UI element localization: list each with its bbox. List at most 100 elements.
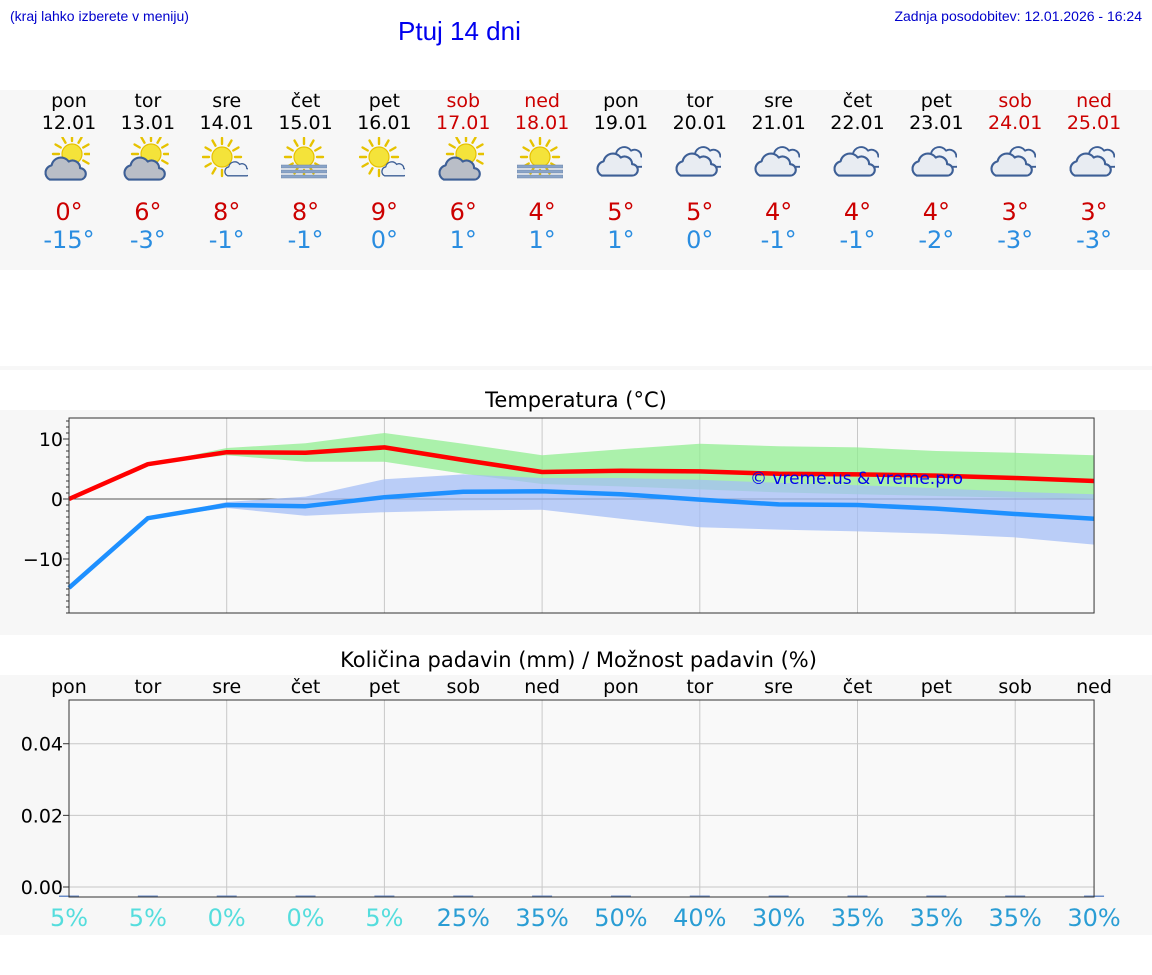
cloudy-icon	[754, 146, 800, 177]
temperature-chart-title: Temperatura (°C)	[485, 388, 667, 412]
precip-bar	[1005, 895, 1026, 897]
day-name: čet	[290, 90, 321, 112]
y-tick-label: 0	[51, 489, 63, 511]
precip-probability: 0%	[286, 904, 325, 932]
cloud-icon	[1069, 152, 1112, 177]
y-tick-label: 0.02	[21, 805, 63, 827]
precip-day-label: sre	[212, 676, 242, 698]
precip-day-label: sob	[998, 676, 1032, 698]
day-date: 18.01	[514, 112, 570, 134]
day-date: 16.01	[357, 112, 412, 134]
temp-min: -15°	[43, 226, 95, 254]
day-date: 24.01	[987, 112, 1043, 134]
temp-min: -3°	[997, 226, 1034, 254]
temp-max: 4°	[922, 198, 950, 226]
temp-min: 0°	[370, 226, 399, 254]
cloudy-icon	[1069, 146, 1116, 177]
temp-min: -3°	[1076, 226, 1113, 254]
sun-icon	[359, 137, 400, 178]
precip-bar	[137, 895, 158, 897]
precipitation-chart-title: Količina padavin (mm) / Možnost padavin …	[340, 648, 817, 672]
temp-max: 4°	[528, 198, 556, 226]
cloudy-icon	[990, 146, 1037, 177]
precip-probability: 35%	[830, 904, 885, 932]
sun-cloud-icon	[438, 137, 485, 181]
cloud-icon	[44, 156, 87, 181]
temp-max: 8°	[213, 198, 241, 226]
plot-frame	[68, 417, 1095, 614]
cloudy-icon	[832, 146, 879, 177]
day-date: 19.01	[593, 112, 649, 134]
y-tick-label: 10	[39, 429, 63, 451]
precip-probability: 50%	[594, 904, 648, 932]
temperature-chart: 10 0 −10 © vreme.us & vreme.pro	[23, 417, 1095, 614]
watermark: © vreme.us & vreme.pro	[750, 469, 963, 489]
precip-probability: 35%	[909, 904, 964, 932]
temp-min: -1°	[839, 226, 876, 254]
precip-probability: 0%	[207, 904, 246, 932]
cloud-icon	[832, 152, 876, 177]
day-name: ned	[1076, 90, 1112, 112]
day-name: ned	[524, 90, 560, 112]
sun-small-cloud-icon	[359, 137, 406, 178]
day-date: 25.01	[1066, 112, 1122, 134]
temp-max: 5°	[686, 198, 714, 226]
day-date: 21.01	[751, 112, 806, 134]
y-tick-label: 0.04	[21, 734, 63, 756]
cloud-icon	[911, 152, 955, 177]
precip-day-label: čet	[290, 676, 321, 698]
day-date: 15.01	[278, 112, 333, 134]
day-date: 12.01	[41, 112, 97, 134]
fog-icon	[280, 164, 327, 179]
forecast-strip	[0, 90, 1152, 270]
precip-bar	[847, 895, 868, 897]
day-name: pet	[368, 90, 400, 112]
cloud-icon	[754, 152, 797, 177]
precip-probability: 5%	[365, 904, 404, 932]
precip-bar	[295, 895, 316, 897]
temp-min: 1°	[449, 226, 477, 254]
precip-bar	[216, 895, 237, 897]
plot-frame	[68, 699, 1095, 898]
cloud-icon	[123, 156, 166, 181]
day-name: sob	[998, 90, 1032, 112]
page-title: Ptuj 14 dni	[398, 16, 521, 46]
precip-probability: 5%	[128, 904, 167, 932]
precip-day-label: sre	[764, 676, 794, 698]
precip-day-label: pon	[603, 676, 639, 698]
day-date: 23.01	[909, 112, 964, 134]
cloud-icon	[223, 161, 248, 177]
temp-max: 8°	[291, 198, 320, 226]
precip-day-label: čet	[842, 676, 873, 698]
temp-max: 9°	[370, 198, 399, 226]
cloud-icon	[990, 152, 1034, 177]
temp-min: -3°	[129, 226, 166, 254]
divider	[0, 366, 1152, 370]
temp-min: -1°	[208, 226, 245, 254]
sun-fog-icon	[280, 137, 327, 179]
sun-small-cloud-icon	[201, 137, 248, 178]
precip-day-label: pon	[51, 676, 87, 698]
day-date: 22.01	[830, 112, 885, 134]
precip-day-label: ned	[524, 676, 560, 698]
day-name: pon	[603, 90, 639, 112]
min-temperature-line	[67, 488, 1095, 590]
day-name: tor	[686, 90, 714, 112]
cloud-icon	[381, 161, 406, 177]
precip-day-label: pet	[368, 676, 400, 698]
temp-max: 0°	[55, 198, 83, 226]
plot-area	[69, 700, 1095, 897]
day-name: sre	[764, 90, 794, 112]
location-menu-hint[interactable]: (kraj lahko izberete v meniju)	[10, 8, 189, 24]
precip-probability: 30%	[751, 904, 806, 932]
temp-max: 3°	[1001, 198, 1029, 226]
cloud-icon	[596, 152, 639, 177]
precip-bar	[689, 895, 710, 897]
day-name: čet	[842, 90, 873, 112]
temp-min: 1°	[607, 226, 635, 254]
sun-cloud-icon	[44, 137, 90, 181]
day-name: sob	[446, 90, 481, 112]
y-tick-label: −10	[23, 549, 63, 571]
day-date: 14.01	[199, 112, 254, 134]
temp-min: 0°	[686, 226, 714, 254]
